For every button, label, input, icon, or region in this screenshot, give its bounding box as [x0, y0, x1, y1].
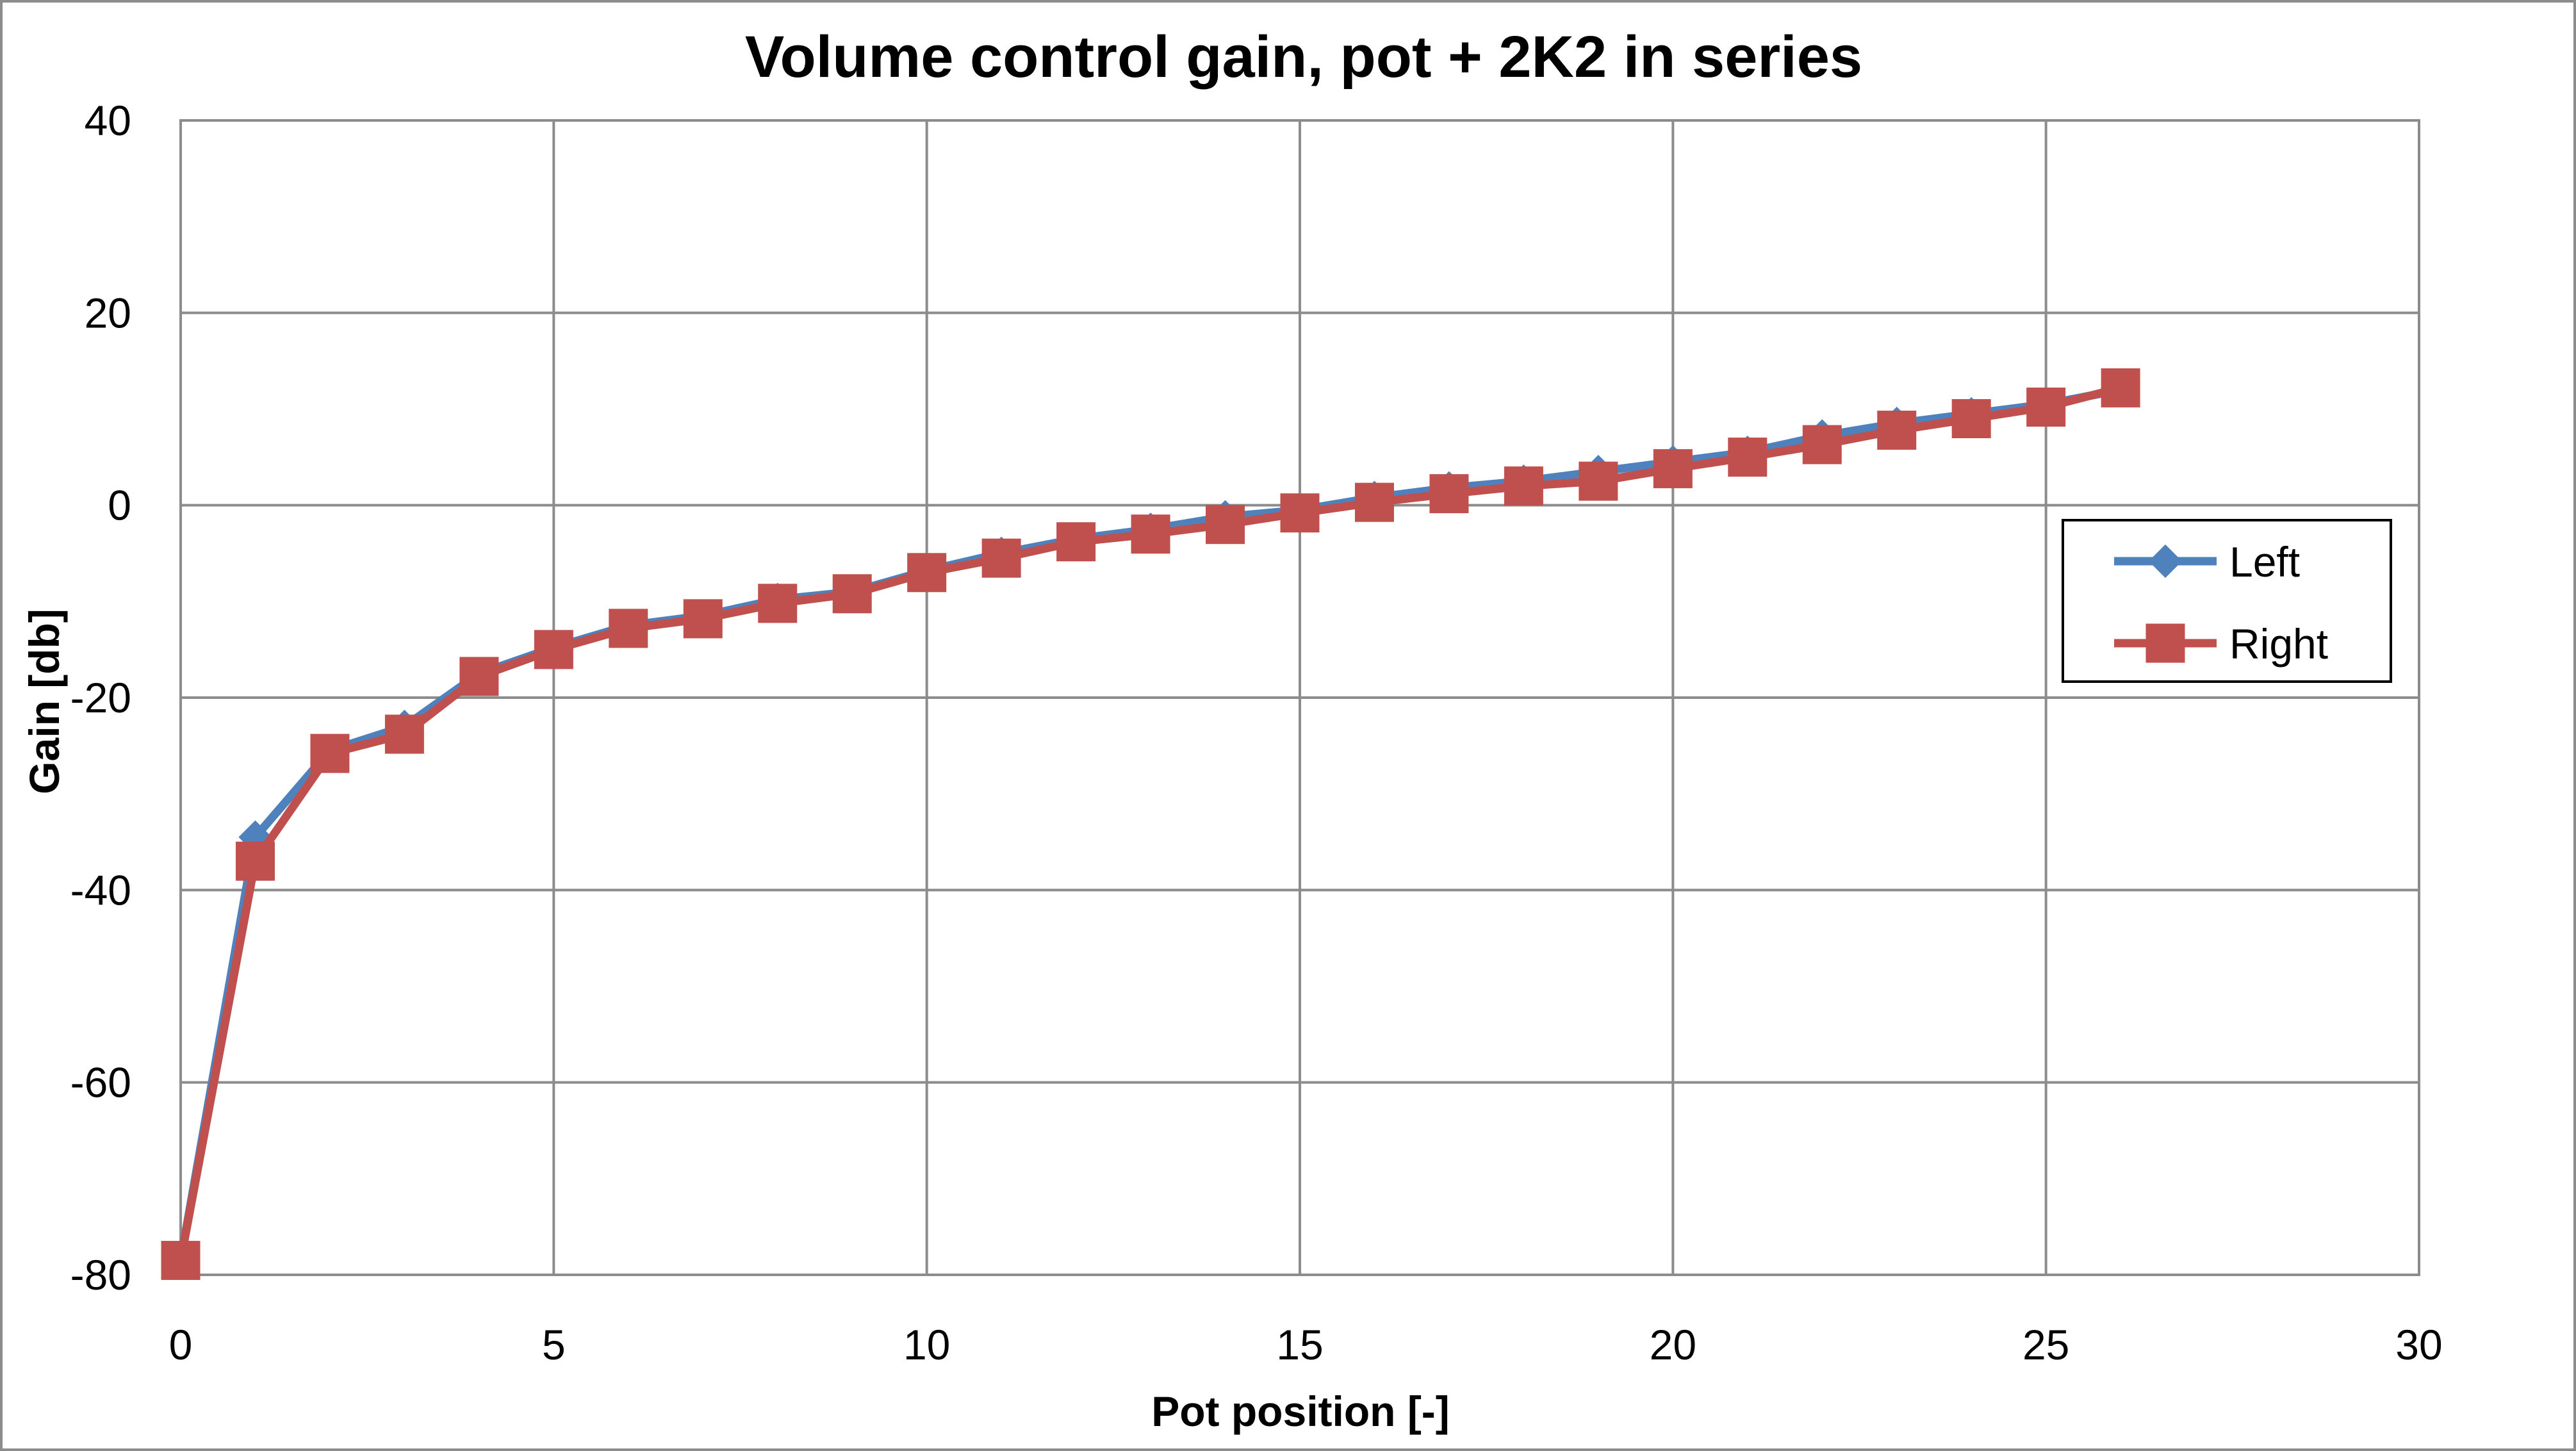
- data-point-right: [310, 734, 350, 773]
- legend-marker-right: [2145, 623, 2185, 663]
- data-point-right: [1579, 461, 1618, 501]
- x-axis-label: Pot position [-]: [1151, 1388, 1450, 1435]
- y-tick-label: 40: [85, 97, 131, 144]
- y-tick-label: -40: [70, 866, 131, 914]
- data-point-right: [683, 599, 723, 639]
- y-tick-label: 20: [85, 289, 131, 336]
- data-point-right: [981, 538, 1021, 578]
- data-point-right: [459, 657, 499, 696]
- x-tick-label: 0: [169, 1321, 193, 1368]
- y-axis-label: Gain [db]: [21, 609, 68, 794]
- data-point-right: [1131, 514, 1170, 554]
- x-tick-label: 25: [2022, 1321, 2069, 1368]
- x-tick-label: 15: [1276, 1321, 1323, 1368]
- data-point-right: [609, 609, 648, 648]
- legend: Left Right: [2062, 519, 2392, 683]
- data-point-right: [1056, 522, 1096, 562]
- data-point-right: [758, 584, 798, 623]
- series-right: [161, 368, 2140, 1280]
- data-point-right: [832, 574, 872, 614]
- legend-box: [2062, 519, 2392, 683]
- y-tick-label: -60: [70, 1059, 131, 1106]
- data-point-right: [1280, 493, 1320, 533]
- data-point-right: [1728, 438, 1768, 477]
- y-tick-label: 0: [108, 482, 131, 529]
- y-tick-label: -80: [70, 1251, 131, 1299]
- data-point-right: [2026, 387, 2066, 427]
- y-tick-label: -20: [70, 674, 131, 721]
- data-point-right: [534, 630, 573, 669]
- data-point-right: [235, 841, 275, 881]
- legend-label-right: Right: [2229, 620, 2328, 668]
- data-point-right: [2101, 368, 2140, 407]
- data-point-right: [1877, 411, 1917, 450]
- x-tick-label: 20: [1650, 1321, 1696, 1368]
- data-point-right: [1951, 399, 1991, 439]
- plot-area: 0 5 10 15 20 25 30 -80 -60 -40 -20 0 20 40: [70, 97, 2443, 1368]
- data-point-right: [1802, 425, 1842, 464]
- x-tick-label: 5: [542, 1321, 566, 1368]
- legend-marker-left: [2148, 544, 2183, 578]
- data-point-right: [1206, 505, 1245, 545]
- x-tick-label: 30: [2395, 1321, 2442, 1368]
- data-point-right: [161, 1240, 201, 1280]
- x-tick-label: 10: [903, 1321, 950, 1368]
- data-point-right: [1653, 449, 1693, 489]
- data-point-right: [1354, 482, 1394, 522]
- data-point-right: [384, 714, 424, 754]
- data-point-right: [1429, 474, 1469, 514]
- data-point-right: [907, 553, 947, 593]
- chart-title: Volume control gain, pot + 2K2 in series: [745, 24, 1862, 90]
- legend-label-left: Left: [2229, 538, 2300, 586]
- data-point-right: [1504, 466, 1543, 506]
